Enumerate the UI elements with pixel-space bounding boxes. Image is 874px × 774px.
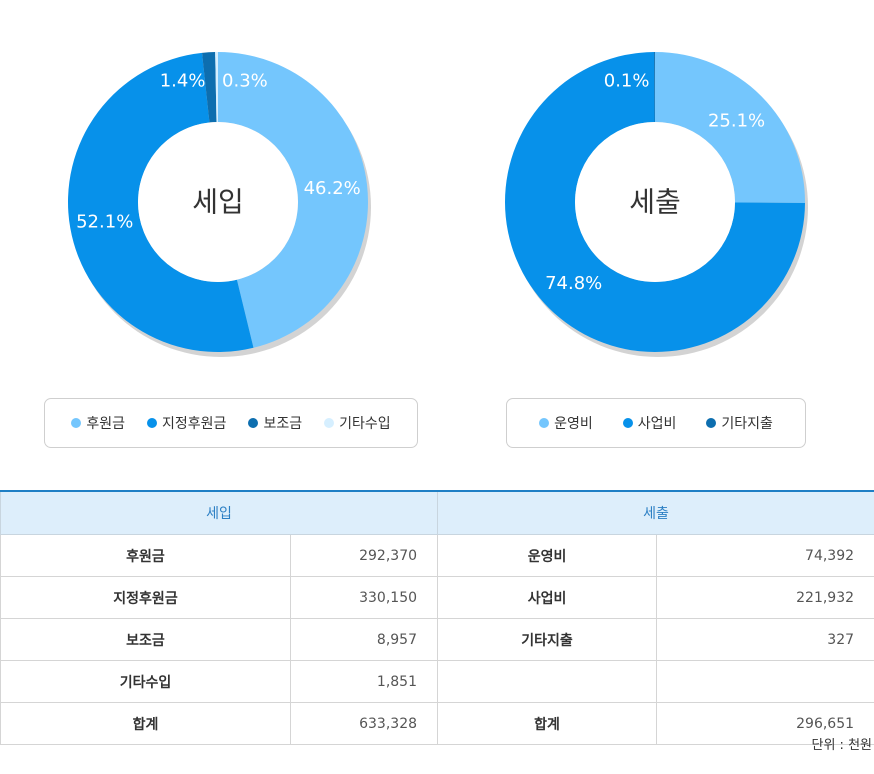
income-legend: 후원금 지정후원금 보조금 기타수입	[44, 398, 418, 448]
donut-slice-2	[67, 52, 254, 352]
table-row: 합계 633,328 합계 296,651	[0, 702, 874, 745]
slice-label-1: 46.2%	[304, 178, 361, 199]
legend-label: 사업비	[637, 416, 677, 432]
unit-note: 단위 : 천원	[811, 738, 873, 753]
center-title: 세출	[629, 186, 681, 219]
donut-slice-3	[202, 52, 217, 123]
legend-label: 지정후원금	[162, 416, 227, 432]
amount-cell: 221,932	[656, 576, 874, 619]
income-header: 세입	[0, 490, 439, 535]
slice-label-2: 74.8%	[545, 273, 602, 294]
budget-table: 세입 세출 후원금 292,370 운영비 74,392 지정후원금 330,150 사업비…	[0, 490, 874, 745]
legend-label: 운영비	[554, 416, 593, 432]
item-cell: 지정후원금	[0, 576, 291, 619]
donut-slice-1	[218, 52, 368, 348]
expense-donut-chart: 25.1% 74.8% 0.1% 세출	[505, 52, 808, 357]
legend-label: 후원금	[86, 416, 126, 432]
legend-label: 기타지출	[721, 416, 773, 432]
item-cell: 합계	[0, 702, 291, 745]
amount-cell: 292,370	[289, 534, 439, 577]
legend-dot-icon	[706, 418, 717, 428]
legend-dot-icon	[324, 418, 335, 428]
item-cell: 후원금	[0, 534, 291, 577]
slice-label-2: 52.1%	[76, 211, 133, 232]
amount-cell: 327	[656, 618, 874, 661]
income-donut-chart: 46.2% 52.1% 1.4% 0.3% 세입	[67, 52, 371, 357]
legend-dot-icon	[147, 418, 158, 428]
amount-cell: 74,392	[656, 534, 874, 577]
donut-slice-4	[215, 52, 218, 123]
legend-item: 기타수입	[324, 413, 391, 433]
center-title: 세입	[192, 186, 244, 219]
amount-cell	[656, 660, 874, 703]
legend-dot-icon	[71, 418, 82, 428]
donut-hole	[575, 122, 735, 282]
legend-item: 지정후원금	[147, 413, 226, 433]
legend-label: 보조금	[263, 416, 303, 432]
amount-cell: 330,150	[289, 576, 439, 619]
legend-item: 운영비	[539, 413, 593, 433]
slice-label-3: 0.1%	[604, 71, 650, 92]
legend-label: 기타수입	[339, 416, 391, 432]
slice-label-4: 0.3%	[222, 71, 268, 92]
item-cell: 기타수입	[0, 660, 291, 703]
amount-cell: 1,851	[289, 660, 439, 703]
item-cell: 운영비	[437, 534, 658, 577]
legend-item: 사업비	[622, 413, 677, 433]
legend-item: 보조금	[248, 413, 302, 433]
table-row: 보조금 8,957 기타지출 327	[0, 618, 874, 661]
legend-item: 기타지출	[706, 413, 773, 433]
slice-label-3: 1.4%	[160, 71, 206, 92]
expense-legend: 운영비 사업비 기타지출	[506, 398, 806, 448]
legend-dot-icon	[622, 418, 633, 428]
legend-dot-icon	[248, 418, 259, 428]
item-cell: 사업비	[437, 576, 658, 619]
table-header-row: 세입 세출	[0, 490, 874, 535]
legend-item: 후원금	[71, 413, 125, 433]
amount-cell: 296,651	[656, 702, 874, 745]
table-row: 지정후원금 330,150 사업비 221,932	[0, 576, 874, 619]
amount-cell: 633,328	[289, 702, 439, 745]
donut-slice-3	[654, 52, 655, 123]
donut-hole	[138, 122, 298, 282]
item-cell: 기타지출	[437, 618, 658, 661]
amount-cell: 8,957	[289, 618, 439, 661]
item-cell: 보조금	[0, 618, 291, 661]
legend-dot-icon	[539, 418, 550, 428]
donut-slice-2	[505, 52, 805, 352]
table-row: 후원금 292,370 운영비 74,392	[0, 534, 874, 577]
item-cell	[437, 660, 658, 703]
table-row: 기타수입 1,851	[0, 660, 874, 703]
expense-header: 세출	[437, 490, 874, 535]
item-cell: 합계	[437, 702, 658, 745]
slice-label-1: 25.1%	[708, 110, 765, 131]
donut-slice-1	[655, 52, 805, 203]
